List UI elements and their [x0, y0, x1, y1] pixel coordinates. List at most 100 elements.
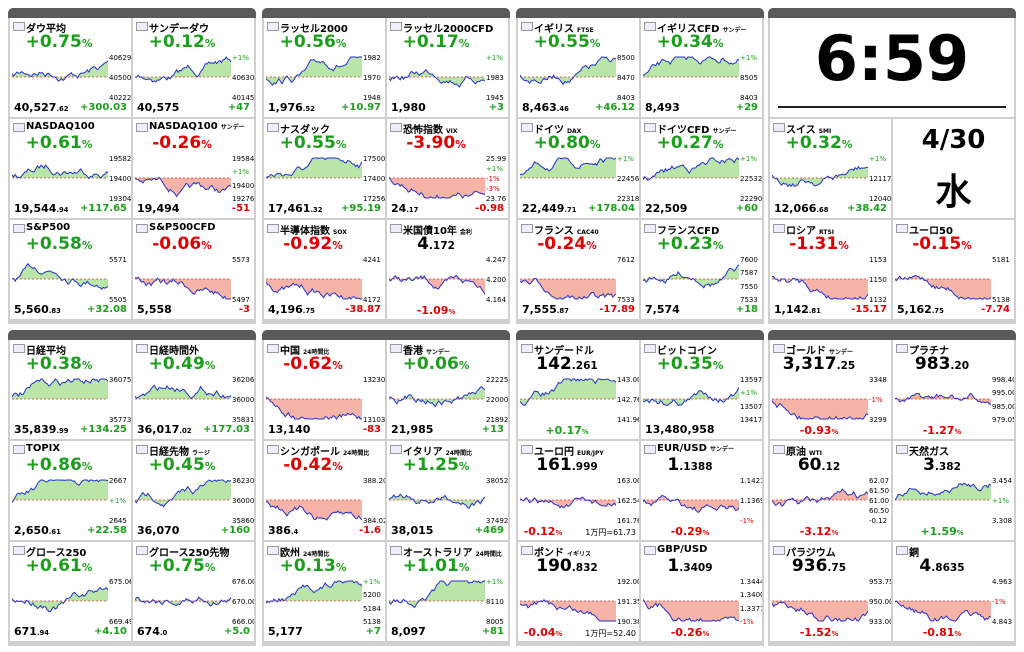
change-amount: +160: [220, 525, 250, 536]
quote-tile[interactable]: ダウ平均 +0.75% 40,527.62 +300.03 40629 40500 4022…: [10, 18, 131, 117]
flag-icon: [267, 22, 279, 31]
axis-label: 1153: [869, 256, 887, 264]
axis-label: 1.1369: [740, 497, 762, 505]
axis-label: 1948: [363, 94, 381, 102]
instrument-tag: RTSI: [819, 229, 834, 236]
quote-tile[interactable]: TOPIX +0.86% 2,650.61 +22.58 2667 +1% 2645: [10, 441, 131, 540]
instrument-name: イギリスCFD サンデー: [657, 24, 747, 35]
quote-tile[interactable]: フランスCFD +0.23% 7,574 +18 7600 7587 7550 7533: [641, 220, 762, 319]
quote-tile[interactable]: 半導体指数 SOX -0.92% 4,196.75 -38.87 4241 4172: [264, 220, 385, 319]
instrument-name: TOPIX: [26, 443, 61, 454]
quote-tile[interactable]: ナスダック +0.55% 17,461.32 +95.19 17500 17400 1725…: [264, 119, 385, 218]
quote-tile[interactable]: ゴールド サンデー 3,317.25 -0.93% 3348 -1% 3299: [770, 340, 891, 439]
quote-tile[interactable]: NASDAQ100 +0.61% 19,544.94 +117.65 19582 1940…: [10, 119, 131, 218]
axis-label: 4172: [363, 296, 381, 304]
quote-tile[interactable]: 原油 WTI 60.12 -3.12% 62.07 61.50 61.00 60.50 -0.1…: [770, 441, 891, 540]
quote-tile[interactable]: イギリス FTSE +0.55% 8,463.46 +46.12 8500 8470 8403: [518, 18, 639, 117]
axis-label: 37492: [486, 517, 508, 525]
axis-label: 17400: [363, 175, 385, 183]
quote-tile[interactable]: グロース250先物+0.75% 674.0 +5.0 676.00 670.00 666.…: [133, 542, 254, 641]
quote-tile[interactable]: 日経時間外 +0.49% 36,017.02 +177.03 36206 36000 358…: [133, 340, 254, 439]
instrument-name: ユーロ円 EUR/JPY: [534, 447, 604, 458]
axis-label: 8470: [617, 74, 635, 82]
sparkline: [12, 262, 108, 290]
sparkline-part: [389, 176, 485, 199]
axis-label: +1%: [232, 54, 249, 62]
change-percent: +0.75%: [148, 556, 216, 576]
quote-tile[interactable]: オーストラリア 24時間比 +1.01% 8,097 +81 +1% 8110 8005: [387, 542, 508, 641]
axis-label: 669.49: [109, 618, 131, 626]
sparkline-part: [12, 378, 108, 398]
price: 1,976.52: [268, 101, 315, 114]
change-amount: +4.10: [93, 626, 127, 637]
sparkline-part: [266, 397, 362, 419]
quote-tile[interactable]: 米国債10年 金利 4.172 -1.09% 4.247 4.200 4.164: [387, 220, 508, 319]
axis-label: -1%: [486, 175, 500, 183]
weekday: 水: [935, 172, 972, 213]
quote-tile[interactable]: ユーロ50 -0.15% 5,162.75 -7.74 5181 5138: [893, 220, 1014, 319]
price: 161.999: [536, 455, 598, 475]
sparkline-part: [520, 157, 616, 176]
price: 60.12: [797, 455, 841, 475]
quote-tile[interactable]: NASDAQ100 サンデー -0.26% 19,494 -51 19584 +1% 1940…: [133, 119, 254, 218]
change-amount: -15.17: [851, 304, 887, 315]
instrument-name: GBP/USD: [657, 544, 708, 555]
quote-tile[interactable]: 日経平均 +0.38% 35,839.99 +134.25 36075 35773: [10, 340, 131, 439]
quote-tile[interactable]: 欧州 24時間比 +0.13% 5,177 +7 +1% 5200 5184 5138: [264, 542, 385, 641]
quote-tile[interactable]: 銅 4.8635 -0.81% 4.963 -1% 4.843: [893, 542, 1014, 641]
axis-label: 40630: [232, 74, 254, 82]
instrument-tag: 24時間比: [445, 450, 472, 457]
axis-label: +1%: [486, 578, 503, 586]
change-percent: -1.52%: [799, 626, 839, 639]
quote-tile[interactable]: フランス CAC40 -0.24% 7,555.87 -17.89 7612 7533: [518, 220, 639, 319]
instrument-name: 銅: [909, 548, 919, 559]
sparkline-part: [772, 400, 868, 420]
quote-tile[interactable]: ドイツCFD サンデー +0.27% 22,509 +60 +1% 22532 22290: [641, 119, 762, 218]
rate-note: 1万円=61.73: [585, 528, 636, 537]
axis-label: 161.76: [617, 517, 639, 525]
quote-tile[interactable]: 香港 サンデー +0.06% 21,985 +13 22225 22000 21892: [387, 340, 508, 439]
quote-tile[interactable]: 日経先物 ラージ +0.45% 36,070 +160 36230 36000 35860: [133, 441, 254, 540]
flag-icon: [136, 546, 148, 555]
change-amount: +469: [474, 525, 504, 536]
instrument-name: パラジウム: [786, 548, 836, 559]
axis-label: 163.00: [617, 477, 639, 485]
quote-tile[interactable]: 中国 24時間比 -0.62% 13,140 -83 13230 13103: [264, 340, 385, 439]
quote-tile[interactable]: サンデーダウ +0.12% 40,575 +47 +1% 40630 40145: [133, 18, 254, 117]
quote-tile[interactable]: ドイツ DAX +0.80% 22,449.71 +178.04 +1% 22456 2231…: [518, 119, 639, 218]
quote-tile[interactable]: グロース250+0.61% 671.94 +4.10 675.06 669.49: [10, 542, 131, 641]
quote-tile[interactable]: 天然ガス 3.382 +1.59% 3.454 +1% 3.308: [893, 441, 1014, 540]
sparkline-part: [266, 56, 362, 86]
sparkline: [520, 378, 616, 407]
quote-tile[interactable]: スイス SMI +0.32% 12,066.68 +38.42 +1% 12117 12040: [770, 119, 891, 218]
quote-tile[interactable]: S&P500CFD -0.06% 5,558 -3 5573 5497: [133, 220, 254, 319]
quote-tile[interactable]: ロシア RTSI -1.31% 1,142.81 -15.17 1153 1150 1132: [770, 220, 891, 319]
axis-label: 8505: [740, 74, 758, 82]
quote-tile[interactable]: 恐怖指数 VIX -3.90% 24.17 -0.98 25.99 +1% -1% -3% 23.…: [387, 119, 508, 218]
change-percent: -1.09%: [416, 304, 456, 317]
quote-tile[interactable]: ビットコイン +0.35% 13,480,958 13597 +1% 13507 13417: [641, 340, 762, 439]
quote-tile[interactable]: S&P500 +0.58% 5,560.83 +32.08 5571 5505: [10, 220, 131, 319]
quote-tile[interactable]: ラッセル2000 +0.56% 1,976.52 +10.97 1982 1970 1948: [264, 18, 385, 117]
axis-label: 998.40: [992, 376, 1014, 384]
price: 21,985: [391, 423, 434, 436]
sparkline-part: [389, 386, 485, 408]
quote-tile[interactable]: イタリア 24時間比 +1.25% 38,015 +469 38052 37492: [387, 441, 508, 540]
sparkline-part: [389, 493, 485, 509]
change-percent: -0.29%: [670, 525, 710, 538]
quote-tile[interactable]: ラッセル2000CFD +0.17% 1,980 +3 +1% 1983 1945: [387, 18, 508, 117]
quote-tile[interactable]: イギリスCFD サンデー +0.34% 8,493 +29 +1% 8505 8403: [641, 18, 762, 117]
price: 674.0: [137, 625, 168, 638]
change-percent: -0.06%: [152, 234, 212, 254]
sparkline: [643, 494, 739, 513]
instrument-tag: ラージ: [192, 450, 210, 457]
axis-label: 3.308: [992, 517, 1013, 525]
